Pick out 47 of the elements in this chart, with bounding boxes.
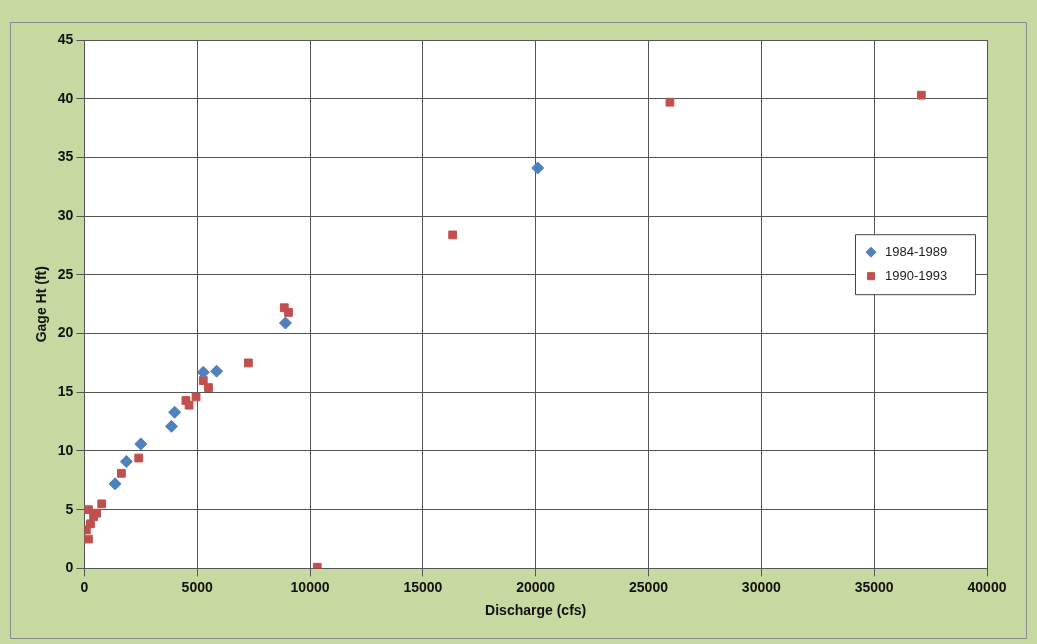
x-tick-label: 25000	[629, 578, 669, 595]
y-axis-title: Gage Ht (ft)	[33, 266, 50, 343]
y-tick-label: 40	[57, 89, 74, 106]
y-tick-label: 0	[65, 559, 74, 576]
x-axis-title: Discharge (cfs)	[485, 602, 587, 619]
y-tick-label: 10	[57, 441, 74, 458]
point	[191, 392, 201, 402]
y-tick-label: 5	[65, 500, 74, 517]
x-tick-label: 10000	[290, 578, 330, 595]
point	[210, 364, 224, 378]
y-tick-label: 20	[57, 324, 74, 341]
point	[86, 519, 95, 529]
point	[92, 508, 102, 518]
x-tick-label: 30000	[741, 578, 782, 595]
point	[531, 161, 545, 175]
point	[284, 308, 293, 317]
legend-label: 1990-1993	[885, 267, 948, 283]
x-tick-label: 35000	[854, 578, 894, 595]
y-tick-label: 15	[57, 383, 74, 400]
point	[448, 230, 458, 240]
point	[312, 562, 322, 569]
point	[916, 90, 926, 100]
point	[108, 477, 122, 491]
point	[134, 453, 144, 463]
point	[119, 455, 133, 469]
y-tick-label: 30	[57, 206, 74, 223]
point	[134, 437, 148, 451]
point	[84, 534, 93, 544]
point	[204, 383, 213, 392]
point	[244, 358, 253, 368]
y-tick-label: 25	[57, 265, 74, 282]
point	[164, 419, 178, 433]
x-tick-label: 15000	[403, 578, 443, 595]
y-tick-label: 45	[57, 30, 74, 47]
point	[196, 365, 210, 379]
point	[278, 316, 292, 330]
point	[97, 499, 107, 509]
y-tick-label: 35	[57, 148, 74, 165]
x-tick-label: 0	[80, 578, 89, 595]
point	[184, 400, 194, 410]
legend-label: 1984-1989	[885, 243, 948, 259]
point	[665, 97, 675, 107]
x-tick-label: 20000	[516, 578, 556, 595]
x-tick-label: 5000	[181, 578, 213, 595]
point	[116, 468, 126, 478]
point	[168, 405, 182, 419]
x-tick-label: 40000	[967, 578, 1007, 595]
